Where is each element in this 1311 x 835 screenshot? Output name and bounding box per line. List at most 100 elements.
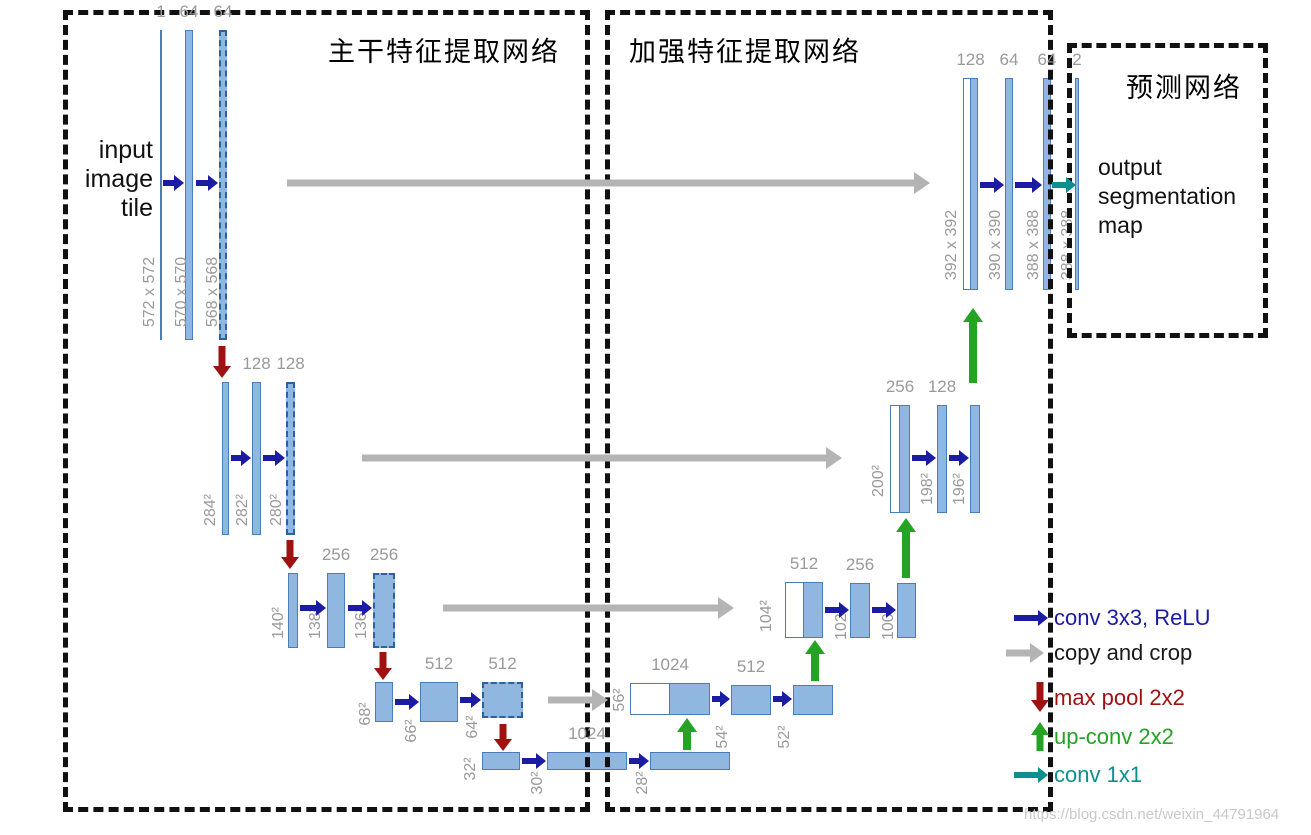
feature-size-label: 140²	[270, 606, 287, 640]
input-image-label: input image tile	[33, 136, 153, 223]
feature-size-label: 570 x 570	[173, 256, 190, 328]
channel-count-label: 64	[1037, 50, 1057, 69]
legend-conv1x1-arrow	[1014, 767, 1048, 783]
copied-features-half	[804, 582, 823, 638]
feature-map-284²	[222, 382, 229, 535]
feature-size-label: 32²	[462, 757, 479, 781]
feature-map-140²	[288, 573, 298, 648]
watermark-url: https://blog.csdn.net/weixin_44791964	[1024, 806, 1280, 823]
input-label-line: tile	[121, 194, 153, 222]
conv3x3-arrow	[949, 450, 969, 466]
feature-size-label: 100²	[880, 607, 897, 641]
copy-crop-arrow	[362, 447, 842, 469]
feature-map-32²	[482, 752, 520, 770]
channel-count-label: 128	[276, 354, 305, 373]
legend-copy-crop-label: copy and crop	[1054, 640, 1193, 665]
copied-features-half	[971, 78, 978, 290]
feature-size-label: 196²	[951, 472, 968, 506]
legend-conv3x3-arrow	[1014, 610, 1048, 626]
feature-map-138²	[327, 573, 345, 648]
feature-size-label: 102²	[833, 607, 850, 641]
output-label-line: output	[1098, 154, 1162, 180]
feature-size-label: 198²	[919, 472, 936, 506]
feature-size-label: 390 x 390	[987, 209, 1004, 281]
conv3x3-arrow	[163, 175, 184, 191]
conv3x3-arrow	[1015, 177, 1042, 193]
copy-crop-arrow	[443, 597, 734, 619]
channel-count-label: 2	[1072, 50, 1082, 69]
feature-size-label: 56²	[611, 688, 628, 712]
feature-map-54²	[731, 685, 771, 715]
feature-size-label: 68²	[357, 702, 374, 726]
upconv-features-half	[963, 78, 971, 290]
conv3x3-arrow	[231, 450, 251, 466]
conv3x3-arrow	[712, 691, 730, 707]
legend-conv3x3-label: conv 3x3, ReLU	[1054, 605, 1211, 630]
conv3x3-arrow	[773, 691, 792, 707]
feature-map-570x570	[185, 30, 193, 340]
conv3x3-arrow	[263, 450, 285, 466]
channel-count-label: 512	[789, 554, 819, 573]
output-segmentation-label: output segmentation map	[1098, 153, 1236, 240]
feature-size-label: 572 x 572	[141, 256, 158, 328]
upconv-arrow	[677, 718, 697, 750]
conv1x1-arrow	[1052, 177, 1076, 193]
channel-count-label: 64	[999, 50, 1019, 69]
feature-map-66²	[420, 682, 458, 722]
channel-count-label: 1024	[651, 655, 689, 674]
channel-count-label: 1	[156, 2, 166, 21]
copy-crop-arrow	[287, 172, 930, 194]
feature-map-136²	[373, 573, 395, 648]
conv3x3-arrow	[629, 753, 649, 769]
output-label-line: map	[1098, 212, 1143, 238]
feature-size-label: 136²	[353, 606, 370, 640]
maxpool-arrow	[374, 652, 392, 680]
output-label-line: segmentation	[1098, 183, 1237, 209]
maxpool-arrow	[213, 346, 231, 378]
channel-count-label: 512	[488, 654, 517, 673]
legend-maxpool-label: max pool 2x2	[1054, 685, 1185, 710]
input-label-line: input	[98, 136, 153, 164]
channel-count-label: 256	[845, 555, 875, 574]
maxpool-arrow	[494, 724, 512, 751]
conv3x3-arrow	[522, 753, 546, 769]
channel-count-label: 256	[885, 377, 915, 396]
feature-size-label: 28²	[634, 771, 651, 795]
channel-count-label: 512	[736, 657, 766, 676]
legend-maxpool-arrow	[1031, 682, 1049, 712]
feature-size-label: 30²	[529, 771, 546, 795]
upconv-features-half	[890, 405, 900, 513]
input-label-line: image	[84, 165, 153, 193]
feature-size-label: 392 x 392	[943, 209, 960, 281]
feature-size-label: 54²	[714, 725, 731, 749]
upconv-arrow	[963, 308, 983, 383]
feature-size-label: 138²	[307, 606, 324, 640]
channel-count-label: 128	[242, 354, 271, 373]
copied-features-half	[670, 683, 710, 715]
feature-size-label: 104²	[758, 599, 775, 633]
upconv-arrow	[896, 518, 916, 578]
feature-map-282²	[252, 382, 261, 535]
feature-map-56²	[630, 683, 710, 715]
legend-copy-crop-arrow	[1006, 643, 1044, 663]
feature-map-68²	[375, 682, 393, 722]
conv3x3-arrow	[980, 177, 1004, 193]
channel-count-label: 128	[956, 50, 985, 69]
feature-map-198²	[937, 405, 947, 513]
feature-map-200²	[890, 405, 910, 513]
feature-size-label: 284²	[202, 493, 219, 527]
feature-size-label: 280²	[268, 493, 285, 527]
feature-map-100²	[897, 583, 916, 638]
conv3x3-arrow	[912, 450, 936, 466]
feature-size-label: 388 x 388	[1025, 209, 1042, 281]
enhanced-network-title: 加强特征提取网络	[629, 37, 861, 67]
copied-features-half	[900, 405, 910, 513]
feature-map-390x390	[1005, 78, 1013, 290]
maxpool-arrow	[281, 540, 299, 569]
feature-size-label: 388 x 388	[1059, 209, 1076, 281]
conv3x3-arrow	[196, 175, 218, 191]
channel-count-label: 256	[369, 545, 399, 564]
feature-map-572x572	[160, 30, 162, 340]
conv3x3-arrow	[395, 694, 419, 710]
